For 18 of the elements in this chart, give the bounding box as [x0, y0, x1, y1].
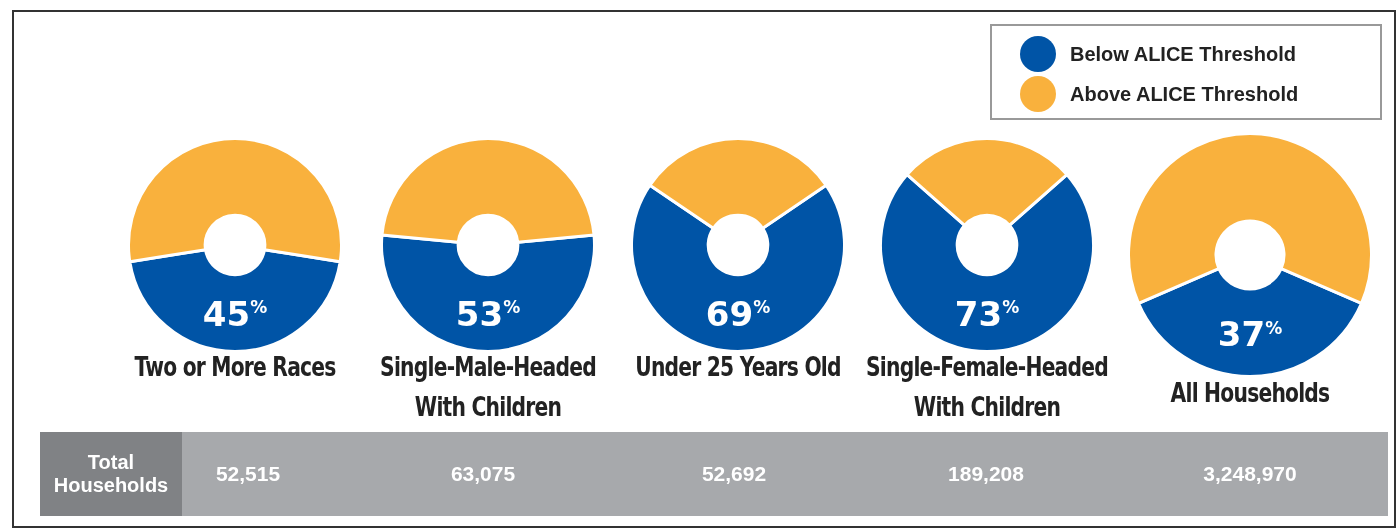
text: 52,692 — [700, 462, 768, 486]
data-label: 53% — [455, 293, 521, 334]
data-label: 73% — [954, 293, 1020, 334]
data-label: 45% — [202, 293, 268, 334]
text: Total Households — [40, 432, 182, 516]
text: 189,208 — [947, 462, 1025, 486]
text: All Households — [1169, 377, 1331, 410]
text: 52,515 — [215, 462, 281, 485]
text: 3,248,970 — [1202, 462, 1298, 486]
text: Single-Male-Headed With Children — [379, 351, 597, 424]
text: 63,075 — [449, 462, 517, 486]
text: Two or More Races — [133, 351, 337, 384]
data-label: 37% — [1217, 313, 1283, 354]
data-label: 69% — [705, 293, 771, 334]
text: Single-Female-Headed With Children — [865, 351, 1109, 424]
text: Under 25 Years Old — [634, 351, 842, 384]
legend-label: Above ALICE Threshold — [1070, 82, 1299, 106]
legend-label: Below ALICE Threshold — [1070, 42, 1296, 66]
